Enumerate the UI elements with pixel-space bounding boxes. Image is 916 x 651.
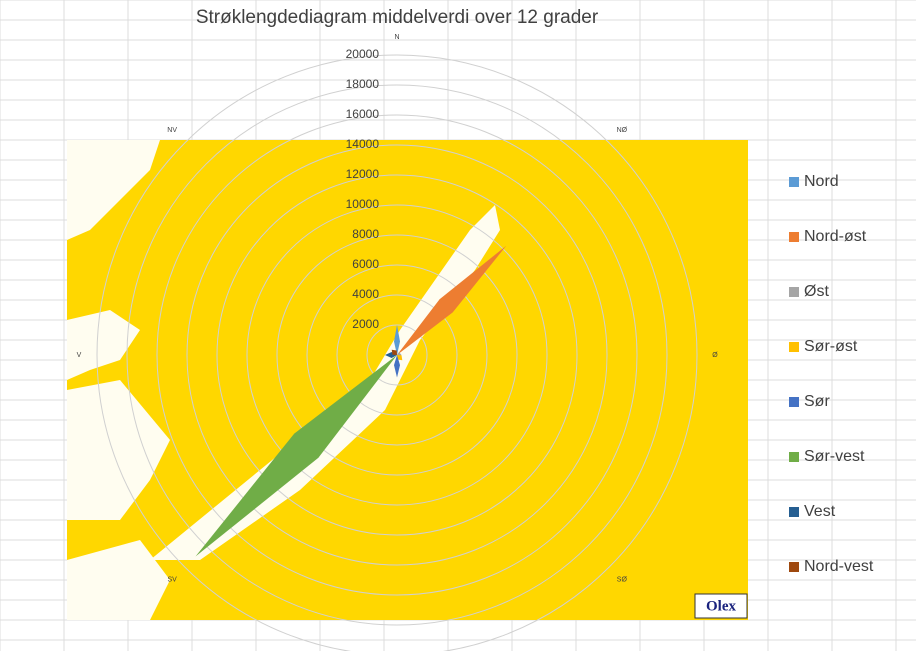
petal <box>391 349 397 355</box>
r-tick-label: 8000 <box>352 227 379 241</box>
map-land <box>67 380 170 520</box>
grid-ring <box>276 234 518 476</box>
r-tick-label: 12000 <box>346 167 380 181</box>
direction-label: NV <box>167 127 177 134</box>
legend-swatch <box>789 562 799 572</box>
direction-label: V <box>77 352 82 359</box>
legend-label: Sør <box>804 393 830 410</box>
r-tick-label: 14000 <box>346 137 380 151</box>
direction-label: N <box>394 34 399 41</box>
r-tick-label: 2000 <box>352 317 379 331</box>
legend-label: Nord-øst <box>804 228 867 245</box>
legend-swatch <box>789 232 799 242</box>
legend-swatch <box>789 287 799 297</box>
legend-swatch <box>789 452 799 462</box>
legend-label: Sør-øst <box>804 338 858 355</box>
map-land <box>67 540 170 620</box>
legend-swatch <box>789 177 799 187</box>
chart-title: Strøklengdediagram middelverdi over 12 g… <box>196 7 599 28</box>
legend-label: Nord <box>804 173 839 190</box>
logo: Olex <box>706 598 736 614</box>
petal <box>394 325 400 355</box>
petal <box>195 355 397 557</box>
r-tick-label: 10000 <box>346 197 380 211</box>
grid-ring <box>306 264 488 446</box>
petal <box>397 355 403 361</box>
grid-ring <box>216 174 578 536</box>
grid-ring <box>336 294 458 416</box>
grid-ring <box>186 144 608 566</box>
r-tick-label: 20000 <box>346 47 380 61</box>
petal <box>397 245 507 355</box>
direction-label: NØ <box>617 127 628 134</box>
grid-ring <box>246 204 548 506</box>
grid-ring <box>96 54 698 651</box>
legend-label: Vest <box>804 503 836 520</box>
legend-swatch <box>789 342 799 352</box>
petal <box>394 355 400 378</box>
direction-label: Ø <box>712 352 718 359</box>
direction-label: SØ <box>617 577 628 584</box>
legend-label: Sør-vest <box>804 448 865 465</box>
map-fjord <box>150 205 500 560</box>
legend-label: Nord-vest <box>804 558 874 575</box>
legend-swatch <box>789 507 799 517</box>
r-tick-label: 16000 <box>346 107 380 121</box>
legend-label: Øst <box>804 283 829 300</box>
map-land <box>67 140 160 240</box>
legend-swatch <box>789 397 799 407</box>
logo-box <box>694 593 748 619</box>
r-tick-label: 6000 <box>352 257 379 271</box>
r-tick-label: 18000 <box>346 77 380 91</box>
grid-ring <box>126 84 668 626</box>
r-tick-label: 4000 <box>352 287 379 301</box>
grid-ring <box>156 114 638 596</box>
direction-label: SV <box>167 577 177 584</box>
map-land <box>67 310 140 380</box>
